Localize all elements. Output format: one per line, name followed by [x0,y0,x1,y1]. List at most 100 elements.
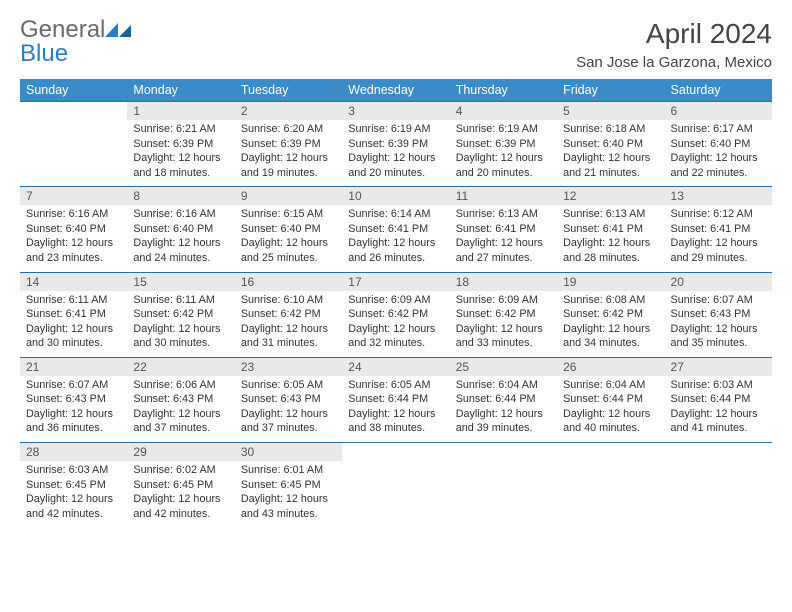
daylight-line2: and 18 minutes. [133,166,228,181]
weekday-header: Saturday [665,79,772,102]
sunrise-text: Sunrise: 6:20 AM [241,122,336,137]
weekday-header: Tuesday [235,79,342,102]
daylight-line2: and 43 minutes. [241,507,336,522]
day-body-cell: Sunrise: 6:16 AMSunset: 6:40 PMDaylight:… [20,205,127,272]
daylight-line1: Daylight: 12 hours [241,236,336,251]
sunset-text: Sunset: 6:44 PM [671,392,766,407]
location: San Jose la Garzona, Mexico [576,54,772,71]
sunrise-text: Sunrise: 6:14 AM [348,207,443,222]
sunset-text: Sunset: 6:42 PM [348,307,443,322]
daylight-line1: Daylight: 12 hours [563,236,658,251]
day-body-row: Sunrise: 6:16 AMSunset: 6:40 PMDaylight:… [20,205,772,272]
sunrise-text: Sunrise: 6:19 AM [456,122,551,137]
daylight-line1: Daylight: 12 hours [133,236,228,251]
day-body-cell: Sunrise: 6:09 AMSunset: 6:42 PMDaylight:… [450,291,557,358]
day-number-cell: 24 [342,357,449,376]
sunset-text: Sunset: 6:45 PM [133,478,228,493]
sunset-text: Sunset: 6:39 PM [456,137,551,152]
daylight-line1: Daylight: 12 hours [563,407,658,422]
calendar-body: 123456Sunrise: 6:21 AMSunset: 6:39 PMDay… [20,102,772,528]
daylight-line2: and 27 minutes. [456,251,551,266]
day-body-cell: Sunrise: 6:19 AMSunset: 6:39 PMDaylight:… [450,120,557,187]
sunrise-text: Sunrise: 6:10 AM [241,293,336,308]
day-number-cell: 17 [342,272,449,291]
month-title: April 2024 [576,18,772,50]
daylight-line2: and 30 minutes. [133,336,228,351]
day-number-cell: 3 [342,102,449,121]
day-body-cell: Sunrise: 6:13 AMSunset: 6:41 PMDaylight:… [450,205,557,272]
day-body-row: Sunrise: 6:07 AMSunset: 6:43 PMDaylight:… [20,376,772,443]
daylight-line2: and 25 minutes. [241,251,336,266]
daylight-line2: and 32 minutes. [348,336,443,351]
sunset-text: Sunset: 6:42 PM [456,307,551,322]
day-body-cell: Sunrise: 6:08 AMSunset: 6:42 PMDaylight:… [557,291,664,358]
day-number-cell: 21 [20,357,127,376]
daylight-line1: Daylight: 12 hours [133,407,228,422]
sunrise-text: Sunrise: 6:17 AM [671,122,766,137]
daylight-line1: Daylight: 12 hours [348,151,443,166]
sunrise-text: Sunrise: 6:16 AM [133,207,228,222]
day-body-cell: Sunrise: 6:12 AMSunset: 6:41 PMDaylight:… [665,205,772,272]
daylight-line2: and 36 minutes. [26,421,121,436]
daylight-line1: Daylight: 12 hours [563,322,658,337]
sunset-text: Sunset: 6:41 PM [348,222,443,237]
daylight-line2: and 19 minutes. [241,166,336,181]
daylight-line1: Daylight: 12 hours [671,151,766,166]
weekday-header: Wednesday [342,79,449,102]
day-number-cell: 27 [665,357,772,376]
day-body-cell: Sunrise: 6:13 AMSunset: 6:41 PMDaylight:… [557,205,664,272]
day-number-row: 78910111213 [20,187,772,206]
day-body-cell: Sunrise: 6:07 AMSunset: 6:43 PMDaylight:… [20,376,127,443]
daylight-line2: and 35 minutes. [671,336,766,351]
sunrise-text: Sunrise: 6:16 AM [26,207,121,222]
daylight-line1: Daylight: 12 hours [26,492,121,507]
sunset-text: Sunset: 6:42 PM [133,307,228,322]
day-number-cell [450,443,557,462]
daylight-line2: and 22 minutes. [671,166,766,181]
sunrise-text: Sunrise: 6:04 AM [563,378,658,393]
sunrise-text: Sunrise: 6:07 AM [671,293,766,308]
day-number-cell: 8 [127,187,234,206]
day-body-cell: Sunrise: 6:06 AMSunset: 6:43 PMDaylight:… [127,376,234,443]
daylight-line1: Daylight: 12 hours [348,236,443,251]
daylight-line1: Daylight: 12 hours [133,151,228,166]
sunset-text: Sunset: 6:45 PM [26,478,121,493]
day-body-cell: Sunrise: 6:03 AMSunset: 6:44 PMDaylight:… [665,376,772,443]
sunrise-text: Sunrise: 6:19 AM [348,122,443,137]
day-number-row: 282930 [20,443,772,462]
day-number-row: 123456 [20,102,772,121]
logo-sail-icon [105,23,131,37]
sunset-text: Sunset: 6:42 PM [563,307,658,322]
daylight-line2: and 30 minutes. [26,336,121,351]
header: General Blue April 2024 San Jose la Garz… [20,18,772,77]
sunrise-text: Sunrise: 6:21 AM [133,122,228,137]
daylight-line2: and 37 minutes. [241,421,336,436]
day-number-cell: 11 [450,187,557,206]
day-body-cell: Sunrise: 6:14 AMSunset: 6:41 PMDaylight:… [342,205,449,272]
sunset-text: Sunset: 6:43 PM [671,307,766,322]
sunrise-text: Sunrise: 6:06 AM [133,378,228,393]
daylight-line2: and 33 minutes. [456,336,551,351]
sunset-text: Sunset: 6:40 PM [241,222,336,237]
logo-part-blue: Blue [20,40,68,67]
sunset-text: Sunset: 6:44 PM [348,392,443,407]
day-body-cell: Sunrise: 6:01 AMSunset: 6:45 PMDaylight:… [235,461,342,527]
sunset-text: Sunset: 6:43 PM [26,392,121,407]
daylight-line2: and 26 minutes. [348,251,443,266]
daylight-line2: and 42 minutes. [26,507,121,522]
daylight-line1: Daylight: 12 hours [241,322,336,337]
sunset-text: Sunset: 6:40 PM [133,222,228,237]
daylight-line2: and 38 minutes. [348,421,443,436]
day-number-cell: 20 [665,272,772,291]
weekday-header: Monday [127,79,234,102]
sunrise-text: Sunrise: 6:09 AM [348,293,443,308]
day-body-cell: Sunrise: 6:21 AMSunset: 6:39 PMDaylight:… [127,120,234,187]
daylight-line1: Daylight: 12 hours [241,492,336,507]
weekday-header-row: SundayMondayTuesdayWednesdayThursdayFrid… [20,79,772,102]
day-body-cell [557,461,664,527]
sunrise-text: Sunrise: 6:09 AM [456,293,551,308]
daylight-line1: Daylight: 12 hours [563,151,658,166]
sunrise-text: Sunrise: 6:05 AM [241,378,336,393]
weekday-header: Friday [557,79,664,102]
weekday-header: Sunday [20,79,127,102]
